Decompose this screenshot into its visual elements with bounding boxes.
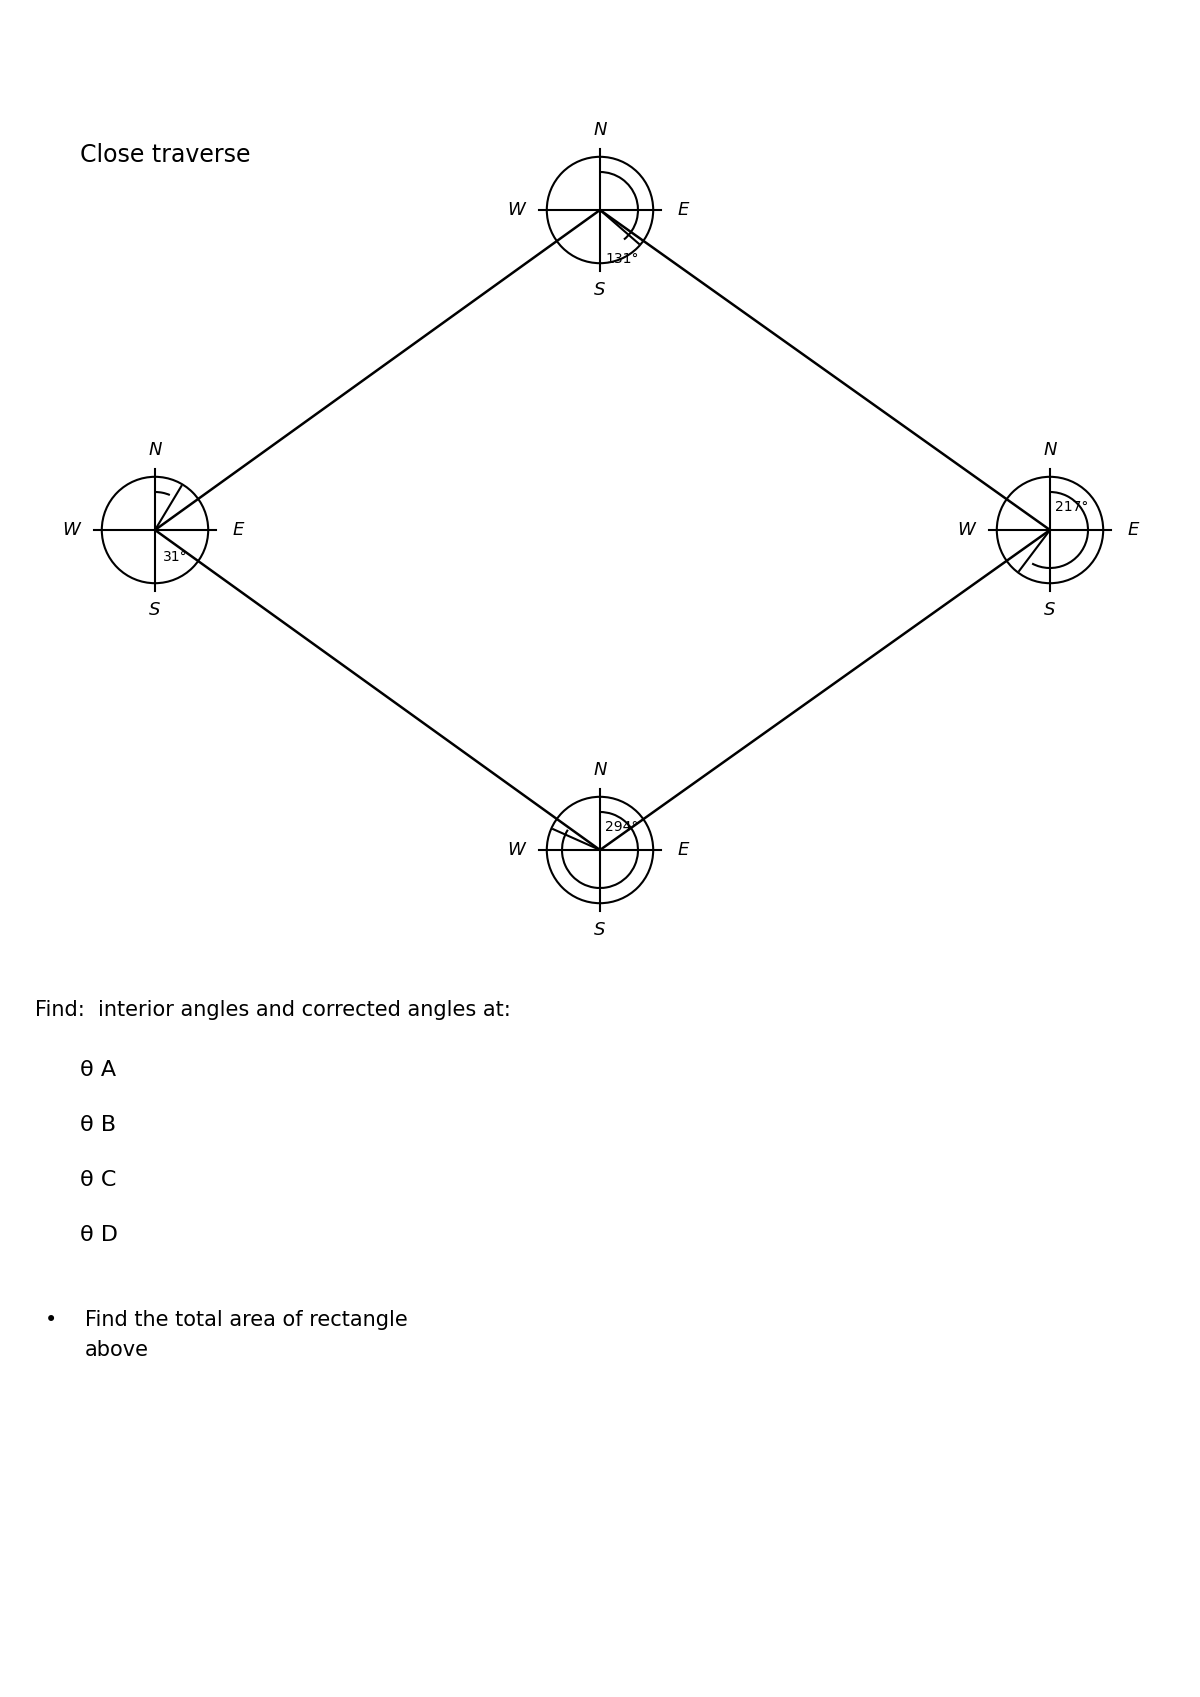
Text: 217°: 217° [1055,501,1088,514]
Text: E: E [678,200,689,219]
Text: 131°: 131° [605,251,638,266]
Text: E: E [233,521,245,540]
Text: θ B: θ B [80,1115,116,1135]
Text: E: E [1128,521,1139,540]
Text: N: N [593,762,607,779]
Text: •: • [46,1310,58,1330]
Text: Find:  interior angles and corrected angles at:: Find: interior angles and corrected angl… [35,1000,511,1020]
Text: 294°: 294° [605,820,638,833]
Text: N: N [149,441,162,460]
Text: N: N [1043,441,1057,460]
Text: S: S [1044,601,1056,619]
Text: θ A: θ A [80,1061,116,1079]
Text: N: N [593,120,607,139]
Text: W: W [958,521,976,540]
Text: S: S [594,280,606,299]
Text: W: W [508,200,526,219]
Text: Close traverse: Close traverse [80,143,251,166]
Text: θ D: θ D [80,1225,118,1246]
Text: W: W [62,521,80,540]
Text: 31°: 31° [163,550,187,563]
Text: S: S [594,921,606,938]
Text: E: E [678,842,689,859]
Text: Find the total area of rectangle
above: Find the total area of rectangle above [85,1310,408,1359]
Text: W: W [508,842,526,859]
Text: θ C: θ C [80,1169,116,1190]
Text: S: S [149,601,161,619]
